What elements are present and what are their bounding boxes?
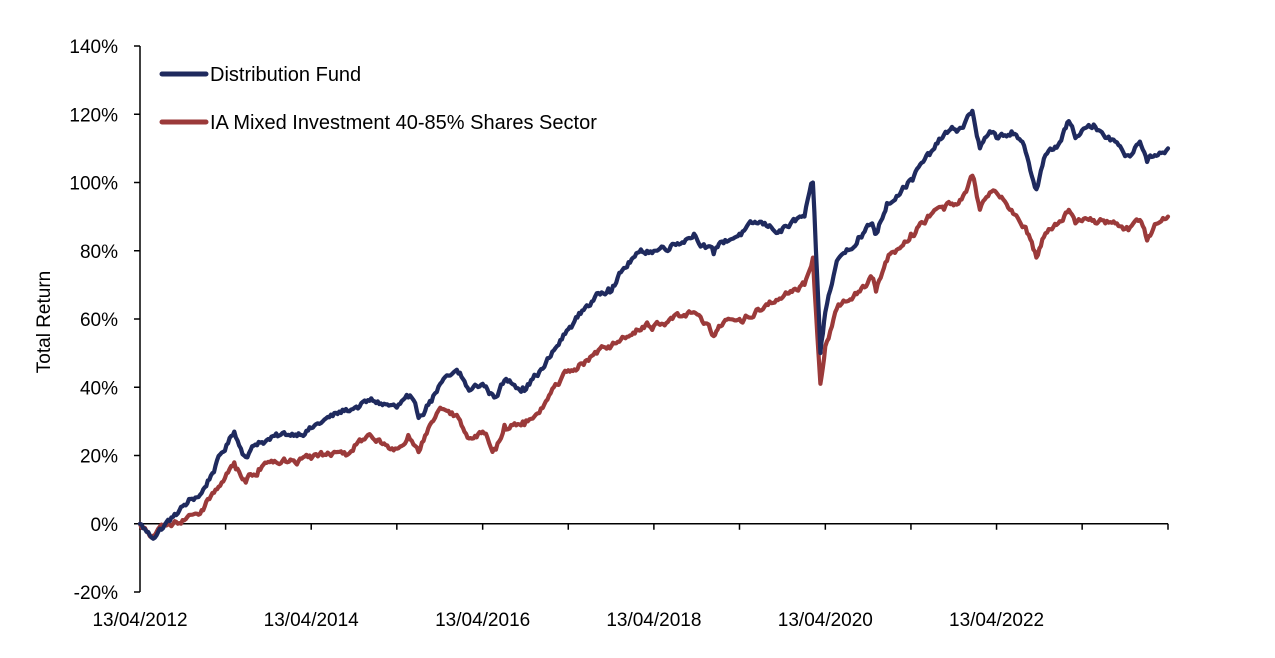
- series-line: [137, 108, 1171, 541]
- x-axis-ticks: [139, 523, 1169, 530]
- x-tick-label: 13/04/2020: [778, 610, 873, 631]
- legend-label: IA Mixed Investment 40-85% Shares Sector: [210, 112, 597, 134]
- y-tick-label: 120%: [69, 105, 118, 126]
- y-tick-label: 60%: [80, 310, 118, 331]
- series-line: [137, 173, 1171, 540]
- y-tick-label: 140%: [69, 37, 118, 58]
- y-axis-title: Total Return: [34, 271, 55, 373]
- y-tick-label: 100%: [69, 174, 118, 195]
- series-lines: [137, 108, 1171, 541]
- y-tick-label: 80%: [80, 242, 118, 263]
- y-axis-ticks: [134, 45, 140, 593]
- y-tick-label: -20%: [74, 583, 118, 604]
- x-tick-label: 13/04/2014: [264, 610, 360, 631]
- y-axis-tick-labels: -20% 0% 20% 40% 60% 80% 100% 120% 140%: [69, 37, 118, 604]
- x-tick-label: 13/04/2022: [949, 610, 1044, 631]
- y-tick-label: 40%: [80, 378, 118, 399]
- legend: Distribution Fund IA Mixed Investment 40-…: [159, 64, 597, 134]
- y-tick-label: 20%: [80, 447, 118, 468]
- x-tick-label: 13/04/2016: [435, 610, 530, 631]
- x-axis-tick-labels: 13/04/2012 13/04/2014 13/04/2016 13/04/2018…: [92, 610, 1044, 631]
- y-tick-label: 0%: [91, 515, 119, 536]
- x-tick-label: 13/04/2012: [92, 610, 187, 631]
- legend-label: Distribution Fund: [210, 64, 361, 86]
- x-tick-label: 13/04/2018: [606, 610, 701, 631]
